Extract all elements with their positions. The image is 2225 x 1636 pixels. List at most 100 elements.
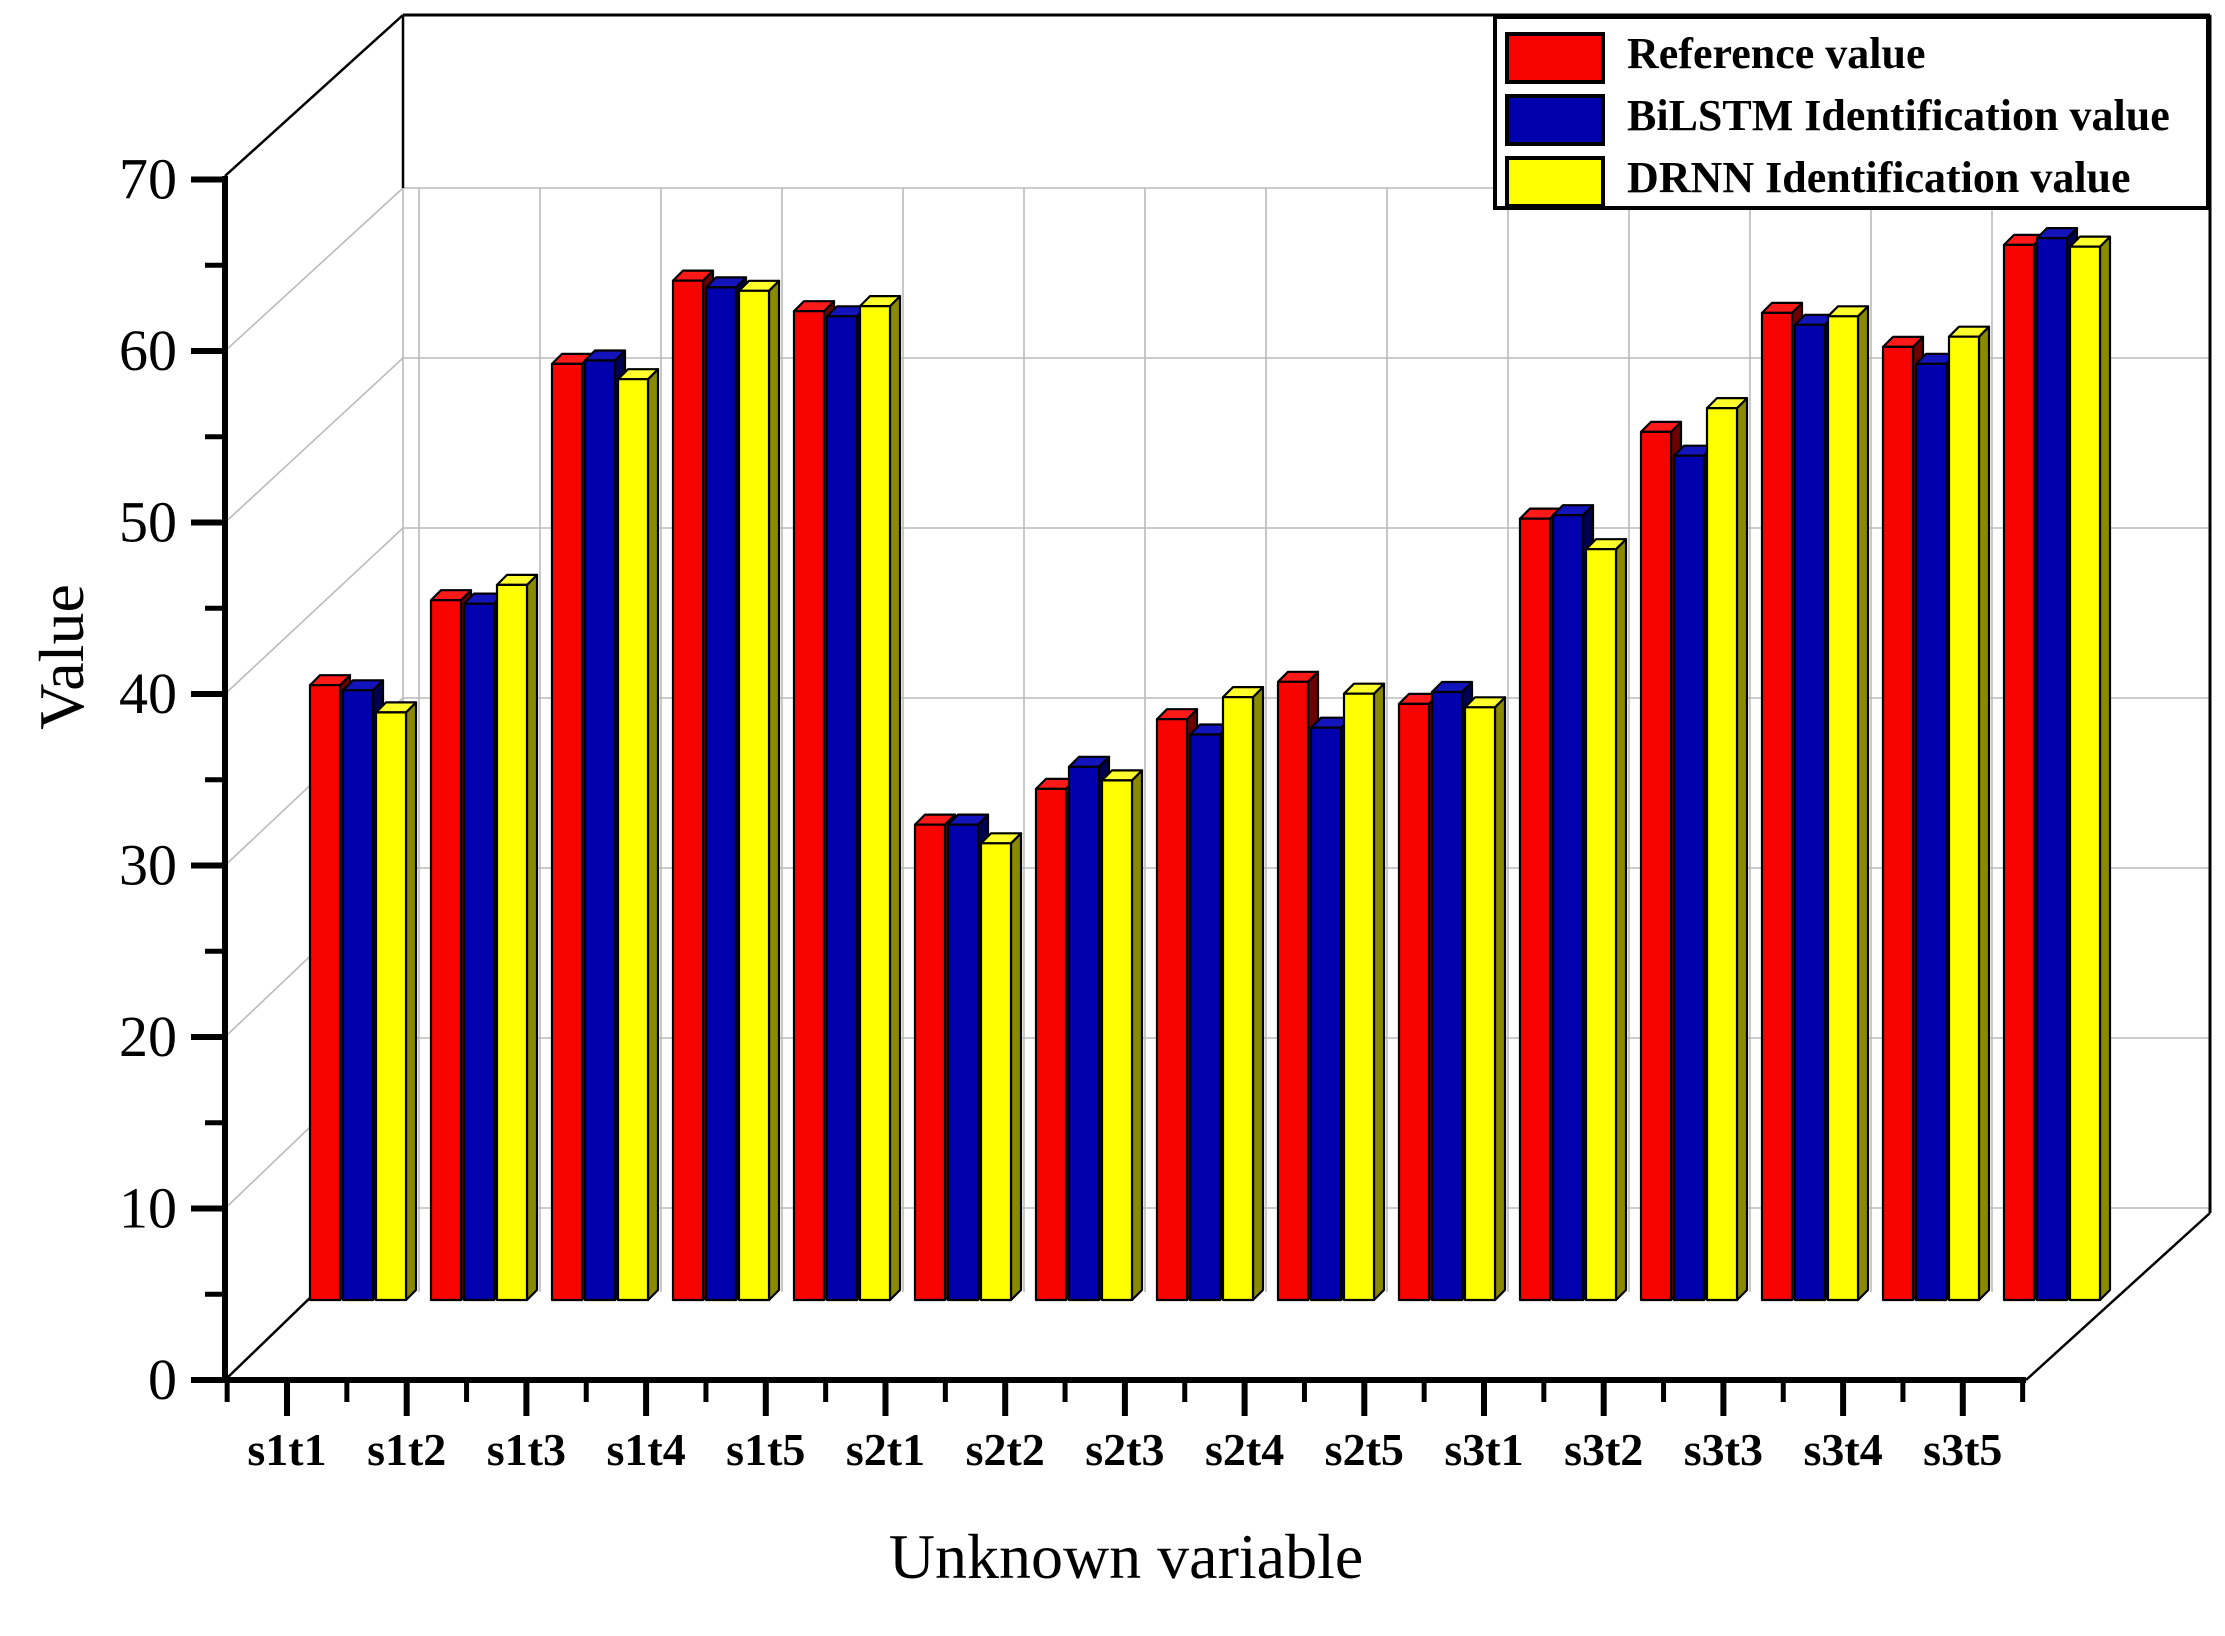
bar-front-face — [737, 289, 771, 1302]
bar-front-face — [1221, 695, 1255, 1302]
bar-front-face — [1155, 718, 1189, 1302]
bar-side-face — [404, 701, 418, 1302]
bar-front-face — [583, 359, 617, 1302]
legend-box: Reference value BiLSTM Identification va… — [1493, 15, 2210, 210]
bar-s1t5-series2 — [858, 295, 902, 1302]
bar-front-face — [1881, 345, 1915, 1302]
bar-side-face — [1977, 325, 1991, 1302]
y-axis-title: Value — [26, 584, 97, 730]
x-tick-label: s3t3 — [1684, 1424, 1763, 1475]
bar-front-face — [1826, 315, 1860, 1302]
y-tick-label: 70 — [119, 147, 177, 212]
bar-front-face — [858, 305, 892, 1302]
bar-s3t2-series2 — [1705, 397, 1749, 1302]
bar-side-face — [888, 295, 902, 1302]
bar-side-face — [1614, 538, 1628, 1302]
bar-s1t1-series2 — [374, 701, 418, 1302]
bar-front-face — [550, 362, 584, 1302]
bar-front-face — [946, 823, 980, 1302]
x-tick-label: s1t2 — [367, 1424, 446, 1475]
bar-front-face — [2002, 243, 2036, 1302]
bar-s2t4-series2 — [1342, 682, 1386, 1302]
legend-label: BiLSTM Identification value — [1627, 91, 2170, 140]
bar-side-face — [1009, 832, 1023, 1302]
bar-front-face — [1034, 787, 1068, 1302]
bar-front-face — [825, 315, 859, 1302]
bar-front-face — [1760, 311, 1794, 1302]
legend-item-drnn: DRNN Identification value — [1497, 147, 2206, 209]
bar-front-face — [913, 823, 947, 1302]
x-tick-label: s1t4 — [606, 1424, 685, 1475]
bar-side-face — [767, 279, 781, 1302]
bar-side-face — [1372, 682, 1386, 1302]
bar-s2t2-series2 — [1100, 769, 1144, 1302]
bar-front-face — [2068, 245, 2102, 1302]
bar-front-face — [374, 711, 408, 1302]
bar-front-face — [495, 583, 529, 1302]
bar-front-face — [671, 279, 705, 1302]
legend-swatch-blue — [1505, 94, 1605, 146]
bar-front-face — [616, 378, 650, 1302]
legend-label: DRNN Identification value — [1627, 153, 2131, 202]
bar-front-face — [1672, 454, 1706, 1302]
bar-front-face — [1914, 362, 1948, 1302]
bar-s2t1-series2 — [979, 832, 1023, 1302]
y-tick-label: 30 — [119, 833, 177, 898]
bar-front-face — [429, 599, 463, 1302]
bar-side-face — [646, 368, 660, 1302]
bar-front-face — [1584, 548, 1618, 1302]
bar-front-face — [704, 286, 738, 1302]
bar-s2t3-series2 — [1221, 685, 1265, 1302]
bar-side-face — [1130, 769, 1144, 1302]
bar-s2t5-series2 — [1463, 696, 1507, 1302]
x-tick-label: s2t3 — [1085, 1424, 1164, 1475]
y-tick-label: 20 — [119, 1004, 177, 1069]
bar-front-face — [1463, 706, 1497, 1302]
floor-right-edge — [2025, 1212, 2211, 1381]
x-tick-label: s3t2 — [1564, 1424, 1643, 1475]
bar-front-face — [1397, 702, 1431, 1302]
bar-front-face — [979, 842, 1013, 1302]
bar-front-face — [1188, 733, 1222, 1302]
x-tick-label: s2t2 — [966, 1424, 1045, 1475]
x-tick-label: s2t4 — [1205, 1424, 1284, 1475]
x-tick-label: s1t1 — [247, 1424, 326, 1475]
bar-front-face — [1705, 407, 1739, 1302]
bar-front-face — [1551, 514, 1585, 1302]
bar-s1t3-series2 — [616, 368, 660, 1302]
x-tick-label: s3t5 — [1923, 1424, 2002, 1475]
bar-side-face — [2098, 235, 2112, 1302]
bar-side-face — [525, 573, 539, 1302]
bar-front-face — [1100, 779, 1134, 1302]
bar-front-face — [792, 310, 826, 1302]
legend-swatch-yellow — [1505, 156, 1605, 208]
y-tick-label: 0 — [148, 1347, 177, 1412]
bar-front-face — [1518, 517, 1552, 1302]
legend-swatch-red — [1505, 32, 1605, 84]
bar-front-face — [2035, 237, 2069, 1302]
legend-label: Reference value — [1627, 29, 1926, 78]
bar-front-face — [1309, 726, 1343, 1302]
bar-s1t4-series2 — [737, 279, 781, 1302]
bar-front-face — [1342, 692, 1376, 1302]
x-tick-label: s3t1 — [1444, 1424, 1523, 1475]
bar-side-face — [1735, 397, 1749, 1302]
bar-front-face — [341, 689, 375, 1302]
y-tick-label: 60 — [119, 318, 177, 383]
bar-front-face — [308, 684, 342, 1302]
bar-front-face — [1276, 680, 1310, 1302]
x-tick-label: s1t5 — [726, 1424, 805, 1475]
bar-s3t4-series2 — [1947, 325, 1991, 1302]
bar-s3t1-series2 — [1584, 538, 1628, 1302]
bar-side-face — [1251, 685, 1265, 1302]
bar-side-face — [1493, 696, 1507, 1302]
bar-s3t3-series2 — [1826, 305, 1870, 1302]
left-wall-diagonal-gridline — [224, 357, 404, 524]
bar-front-face — [1067, 765, 1101, 1302]
bar-s1t2-series2 — [495, 573, 539, 1302]
x-tick-label: s2t1 — [846, 1424, 925, 1475]
y-tick-label: 40 — [119, 661, 177, 726]
legend-item-reference: Reference value — [1497, 23, 2206, 85]
y-tick-label: 50 — [119, 490, 177, 555]
